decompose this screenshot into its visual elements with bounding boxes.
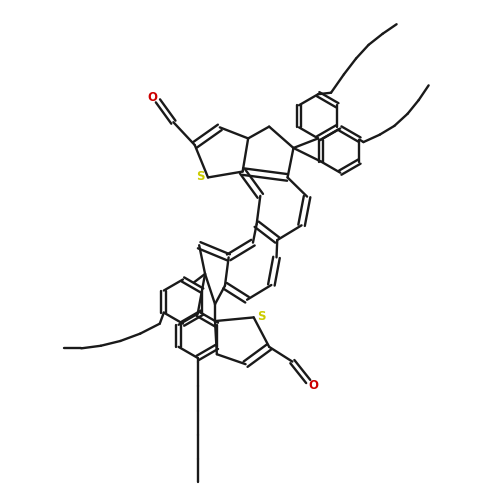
Text: O: O [148, 90, 158, 104]
Text: O: O [308, 378, 318, 392]
Text: S: S [196, 170, 205, 183]
Text: S: S [257, 310, 266, 323]
